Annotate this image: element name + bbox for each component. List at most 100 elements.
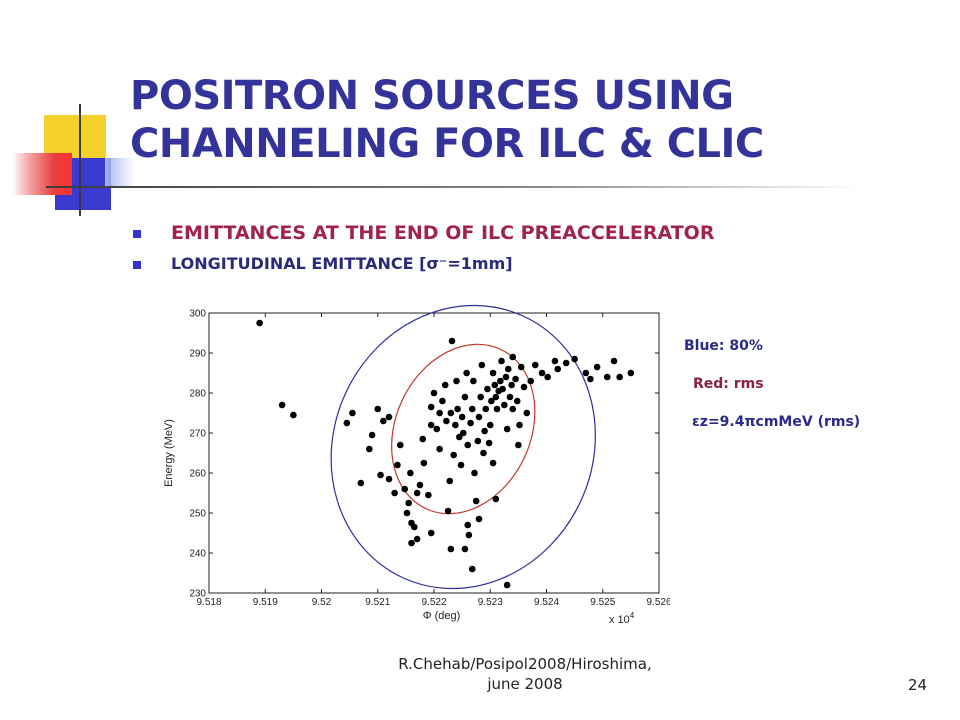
data-point [290,411,297,419]
page-number: 24 [908,676,928,694]
data-point [461,545,469,553]
data-point [538,369,546,377]
data-point [499,385,506,393]
plot-frame [208,312,660,594]
ellipses [330,304,596,590]
data-point [377,471,384,479]
data-point [413,535,421,543]
slide-title-line2: CHANNELING FOR ILC & CLIC [130,121,764,167]
data-point [433,425,441,433]
data-point [472,497,480,505]
data-point [493,405,501,413]
data-point [610,357,618,365]
data-point [480,449,487,457]
decor-red-gradient-square [12,153,72,195]
data-point [436,409,443,417]
data-point [477,393,484,401]
data-point [427,529,435,537]
data-point [385,413,393,421]
data-point [349,409,356,417]
bullet-item-emittances: EMITTANCES AT THE END OF ILC PREACCELERA… [133,220,714,252]
data-point [467,419,474,427]
x-tick-label: 9.522 [421,597,446,608]
data-point [616,373,623,381]
bullet-square-icon [133,230,141,238]
data-point [474,437,482,445]
x-multiplier-exponent: 4 [630,611,635,620]
y-tick-label: 270 [189,429,206,440]
data-point [416,481,424,489]
data-point [464,521,472,529]
data-point [256,319,263,327]
ellipse-80-percent [330,304,596,590]
decor-blue-fade-bar [105,158,135,188]
data-point [475,413,483,421]
data-point [486,421,494,429]
data-point [408,539,415,547]
legend-blue: Blue: 80% [684,338,763,354]
data-point [504,365,512,373]
data-point [380,417,387,425]
data-point [603,373,611,381]
data-point [481,427,488,435]
data-point [405,499,412,507]
data-point [484,385,491,393]
data-point [571,355,578,363]
bullet-text: EMITTANCES AT THE END OF ILC PREACCELERA… [171,222,715,244]
data-point [446,477,454,485]
data-point [497,377,504,385]
data-point [501,401,508,409]
slide-title-line1: POSITRON SOURCES USING [130,73,734,119]
data-point [436,445,443,453]
data-point [444,507,452,515]
x-multiplier-label: x 104 [609,611,635,626]
data-point [357,479,365,487]
data-point [385,475,393,483]
data-point [554,365,562,373]
y-tick-label: 240 [189,549,206,560]
data-point [441,381,449,389]
y-tick-label: 260 [189,469,206,480]
x-tick-label: 9.519 [253,597,278,608]
x-tick-label: 9.526 [646,597,670,608]
data-point [458,413,466,421]
data-point [503,581,511,589]
x-multiplier-base: x 10 [609,614,630,626]
data-point [278,401,286,409]
data-point [512,375,519,383]
data-point [396,441,404,449]
data-point [394,461,401,469]
data-point [448,337,456,345]
data-point [425,491,432,499]
data-point [503,425,511,433]
data-point [430,389,438,397]
x-tick-label: 9.523 [478,597,503,608]
data-point [506,393,514,401]
data-point [509,405,517,413]
bullet-square-icon [133,261,141,269]
data-point [492,393,500,401]
data-point [478,361,486,369]
y-axis-label: Energy (MeV) [163,419,175,487]
data-point [463,369,470,377]
data-point [468,565,476,573]
bullet-item-longitudinal: LONGITUDINAL EMITTANCE [σ⁻=1mm] [133,252,714,276]
data-point [531,361,539,369]
data-point [468,405,476,413]
data-point [391,489,398,497]
data-point [419,435,427,443]
y-tick-label: 230 [189,589,206,600]
data-point [366,445,373,453]
data-point [523,409,531,417]
x-tick-label: 9.525 [590,597,615,608]
data-point [464,441,472,449]
data-point [453,377,460,385]
footer-line2: june 2008 [487,675,563,693]
legend-red: Red: rms [693,376,764,392]
data-point [461,393,469,401]
data-point [427,421,435,429]
x-tick-label: 9.524 [534,597,559,608]
data-point [374,405,382,413]
data-point [593,363,601,371]
data-point [502,373,510,381]
